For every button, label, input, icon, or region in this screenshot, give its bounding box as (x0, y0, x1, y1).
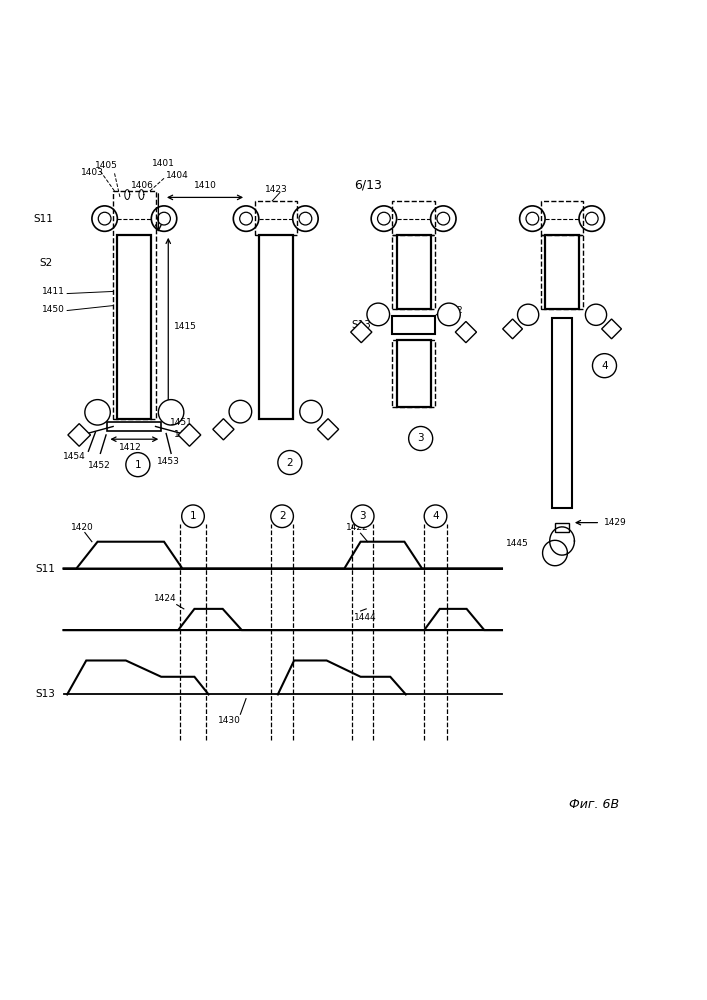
Text: 1450: 1450 (42, 305, 65, 314)
Bar (541, 201, 583, 235)
Bar (392, 316, 435, 334)
Text: 1452: 1452 (88, 461, 110, 470)
Polygon shape (351, 321, 372, 343)
Polygon shape (317, 419, 339, 440)
Circle shape (409, 426, 433, 451)
Text: S13: S13 (351, 320, 371, 330)
Circle shape (126, 453, 150, 477)
Polygon shape (503, 319, 522, 339)
Text: 2: 2 (286, 458, 293, 468)
Bar (541, 235, 583, 309)
Bar (259, 235, 293, 419)
Bar (397, 340, 431, 407)
Polygon shape (455, 321, 477, 343)
Text: 1453: 1453 (157, 457, 180, 466)
Circle shape (182, 505, 204, 528)
Bar (255, 201, 297, 235)
Bar (113, 191, 156, 419)
Text: Фиг. 6В: Фиг. 6В (569, 798, 619, 811)
Circle shape (300, 400, 322, 423)
Text: 1422: 1422 (346, 523, 369, 532)
Text: 4: 4 (601, 361, 608, 371)
Circle shape (424, 505, 447, 528)
Text: 1455: 1455 (174, 430, 197, 439)
Text: 2: 2 (279, 511, 286, 521)
Circle shape (592, 354, 617, 378)
Circle shape (367, 303, 390, 326)
Text: 1424: 1424 (154, 594, 177, 603)
Text: 3: 3 (417, 433, 424, 443)
Text: 1403: 1403 (81, 168, 104, 177)
Bar (545, 235, 579, 309)
Circle shape (438, 303, 460, 326)
Text: S2: S2 (40, 258, 53, 268)
Polygon shape (602, 319, 621, 339)
Polygon shape (68, 424, 90, 446)
Text: S11: S11 (35, 564, 55, 574)
Text: 1405: 1405 (95, 161, 118, 170)
Text: S13: S13 (35, 689, 55, 699)
Circle shape (85, 400, 110, 425)
Bar (392, 235, 435, 309)
Text: 1412: 1412 (119, 443, 142, 452)
Bar (392, 340, 435, 407)
Text: 4: 4 (432, 511, 439, 521)
Circle shape (278, 451, 302, 475)
Circle shape (585, 304, 607, 325)
Polygon shape (213, 419, 234, 440)
Text: 1444: 1444 (354, 613, 376, 622)
Text: 1: 1 (134, 460, 141, 470)
Text: 1401: 1401 (152, 159, 175, 168)
Text: 1404: 1404 (166, 171, 189, 180)
Bar (392, 201, 435, 235)
Text: 1445: 1445 (506, 539, 529, 548)
Text: 1429: 1429 (604, 518, 626, 527)
Circle shape (158, 400, 184, 425)
Text: 1: 1 (189, 511, 197, 521)
Text: 1411: 1411 (42, 287, 65, 296)
Bar (117, 235, 151, 419)
Circle shape (271, 505, 293, 528)
Text: 6/13: 6/13 (354, 179, 382, 192)
Text: 1420: 1420 (71, 523, 93, 532)
Text: 1410: 1410 (194, 181, 216, 190)
Circle shape (518, 304, 539, 325)
Text: 1406: 1406 (131, 181, 153, 190)
Text: 3: 3 (359, 511, 366, 521)
Text: 1454: 1454 (63, 452, 86, 461)
Text: 1430: 1430 (218, 716, 241, 725)
Text: 1415: 1415 (174, 322, 197, 331)
Circle shape (351, 505, 374, 528)
Text: S11: S11 (33, 214, 53, 224)
Text: 1442: 1442 (440, 306, 463, 315)
Text: 1423: 1423 (265, 185, 288, 194)
Bar (552, 318, 572, 508)
Polygon shape (178, 424, 201, 446)
Bar (555, 523, 569, 532)
Circle shape (229, 400, 252, 423)
Bar (107, 422, 161, 431)
Bar (397, 235, 431, 309)
Text: 1451: 1451 (170, 418, 192, 427)
